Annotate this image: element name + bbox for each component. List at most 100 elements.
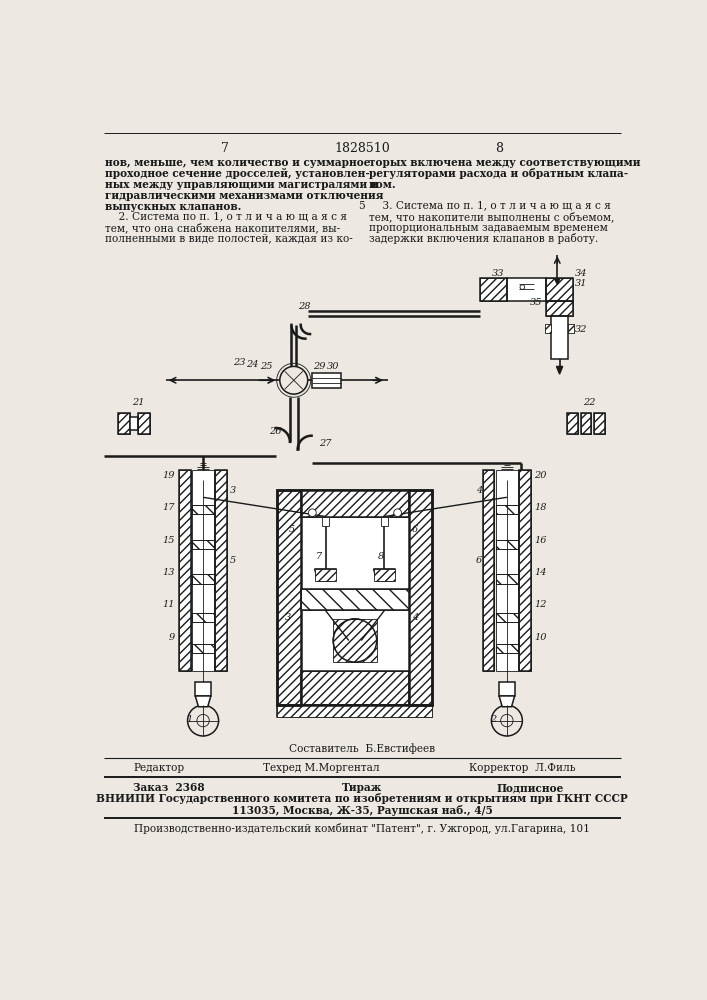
Text: 11: 11 (163, 600, 175, 609)
Text: Тираж: Тираж (341, 782, 382, 793)
Bar (130, 417, 138, 430)
Text: Редактор: Редактор (134, 763, 185, 773)
Text: ВНИИПИ Государственного комитета по изобретениям и открытиям при ГКНТ СССР: ВНИИПИ Государственного комитета по изоб… (96, 793, 628, 804)
Text: пропорциональным задаваемым временем: пропорциональным задаваемым временем (369, 223, 608, 233)
Text: 27: 27 (320, 439, 332, 448)
Text: нов, меньше, чем количество и суммарное: нов, меньше, чем количество и суммарное (105, 157, 370, 168)
Bar (192, 470, 214, 671)
Bar (192, 613, 214, 622)
Text: тем, что она снабжена накопителями, вы-: тем, что она снабжена накопителями, вы- (105, 223, 341, 233)
Text: 113035, Москва, Ж-35, Раушская наб., 4/5: 113035, Москва, Ж-35, Раушская наб., 4/5 (232, 805, 492, 816)
Text: 32: 32 (575, 325, 588, 334)
Text: 26: 26 (269, 427, 281, 436)
Bar (567, 413, 578, 434)
Bar (480, 278, 507, 301)
Bar (580, 413, 591, 434)
Text: 12: 12 (534, 600, 547, 609)
Bar (118, 413, 130, 434)
Bar (496, 613, 518, 622)
Bar (179, 470, 191, 671)
Text: 13: 13 (163, 568, 175, 577)
Bar (546, 278, 573, 301)
Bar (300, 671, 409, 705)
Text: тем, что накопители выполнены с объемом,: тем, что накопители выполнены с объемом, (369, 212, 614, 222)
Bar (507, 278, 546, 301)
Bar (546, 278, 573, 301)
Text: регуляторами расхода и обратным клапа-: регуляторами расхода и обратным клапа- (369, 168, 629, 179)
Bar (277, 490, 300, 705)
Bar (216, 470, 227, 671)
Text: 28: 28 (298, 302, 310, 311)
Polygon shape (315, 569, 337, 581)
Bar (545, 324, 551, 333)
Text: 9: 9 (169, 633, 175, 642)
Circle shape (308, 509, 316, 517)
Text: 1: 1 (186, 715, 192, 724)
Bar (138, 413, 151, 434)
Bar (496, 470, 518, 671)
Polygon shape (499, 696, 515, 707)
Bar (409, 490, 433, 705)
Text: 8: 8 (378, 552, 385, 561)
Bar (312, 373, 341, 388)
Bar (300, 517, 409, 671)
Bar (192, 613, 214, 622)
Text: 6: 6 (476, 556, 482, 565)
Text: 18: 18 (534, 503, 547, 512)
Bar (277, 490, 433, 705)
Bar (192, 540, 214, 549)
Text: Техред М.Моргентал: Техред М.Моргентал (262, 763, 379, 773)
Text: гидравлическими механизмами отключения: гидравлическими механизмами отключения (105, 190, 384, 201)
Bar (496, 505, 518, 514)
Bar (580, 413, 591, 434)
Bar (499, 682, 515, 696)
Bar (496, 505, 518, 514)
Text: 7: 7 (316, 552, 322, 561)
Text: 33: 33 (491, 269, 504, 278)
Text: торых включена между соответствующими: торых включена между соответствующими (369, 157, 641, 168)
Bar (300, 671, 409, 705)
Polygon shape (555, 279, 559, 284)
Text: Заказ  2368: Заказ 2368 (134, 782, 205, 793)
Bar (480, 278, 507, 301)
Bar (192, 505, 214, 514)
Bar (138, 413, 151, 434)
Bar (546, 301, 573, 316)
Text: 5: 5 (230, 556, 235, 565)
Text: 25: 25 (259, 362, 272, 371)
Bar (380, 517, 388, 526)
Text: Подписное: Подписное (496, 782, 563, 793)
Text: 30: 30 (327, 362, 339, 371)
Text: 2: 2 (490, 715, 496, 724)
Bar (409, 490, 433, 705)
Text: 5: 5 (289, 525, 296, 534)
Bar (192, 574, 214, 584)
Text: 21: 21 (132, 398, 144, 407)
Text: 31: 31 (575, 279, 588, 288)
Text: 19: 19 (163, 471, 175, 480)
Circle shape (333, 619, 377, 662)
Text: 17: 17 (163, 503, 175, 512)
Text: Корректор  Л.Филь: Корректор Л.Филь (469, 763, 575, 773)
Bar (300, 490, 409, 517)
Text: 15: 15 (163, 536, 175, 545)
Text: 7: 7 (221, 142, 228, 155)
Bar (519, 470, 531, 671)
Text: 14: 14 (534, 568, 547, 577)
Bar (277, 705, 433, 717)
Bar (300, 589, 409, 610)
Polygon shape (195, 696, 211, 707)
Bar (496, 540, 518, 549)
Text: 6: 6 (411, 525, 418, 534)
Text: Производственно-издательский комбинат "Патент", г. Ужгород, ул.Гагарина, 101: Производственно-издательский комбинат "П… (134, 823, 590, 834)
Bar (195, 682, 211, 696)
Bar (300, 589, 409, 610)
Bar (192, 540, 214, 549)
Text: задержки включения клапанов в работу.: задержки включения клапанов в работу. (369, 233, 598, 244)
Text: Составитель  Б.Евстифеев: Составитель Б.Евстифеев (289, 744, 435, 754)
Text: 29: 29 (313, 362, 326, 371)
Bar (373, 569, 395, 581)
Text: выпускных клапанов.: выпускных клапанов. (105, 201, 242, 212)
Bar (216, 470, 227, 671)
Bar (567, 413, 578, 434)
